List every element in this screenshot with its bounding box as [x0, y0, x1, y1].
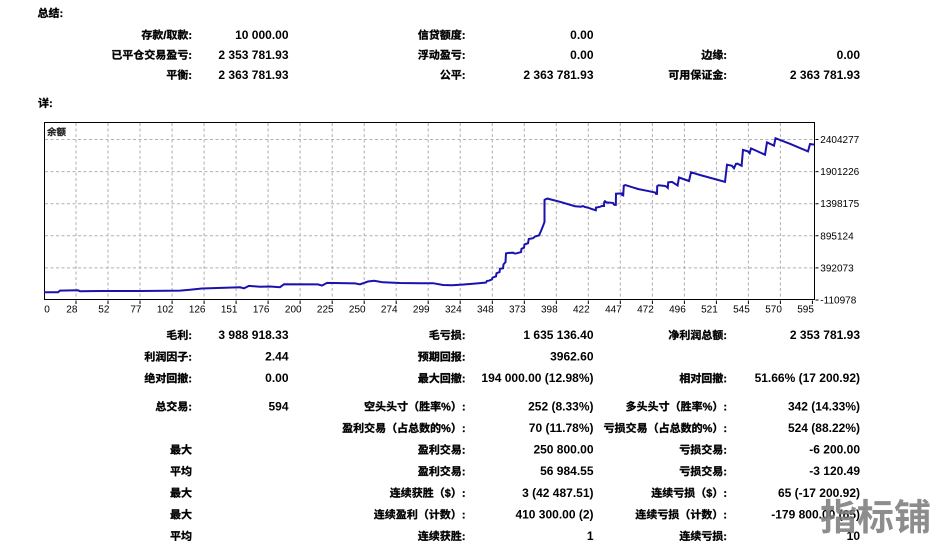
svg-text:250 800.00: 250 800.00	[533, 443, 593, 457]
svg-text:194 000.00 (12.98%): 194 000.00 (12.98%)	[481, 371, 593, 385]
svg-text:2.44: 2.44	[265, 350, 289, 364]
svg-text:545: 545	[733, 305, 750, 316]
svg-text:1398175: 1398175	[820, 199, 859, 210]
svg-text:1: 1	[587, 529, 594, 541]
svg-text:-3 120.49: -3 120.49	[809, 464, 860, 478]
svg-text:422: 422	[573, 305, 590, 316]
svg-text:274: 274	[381, 305, 398, 316]
svg-text:496: 496	[669, 305, 686, 316]
svg-text:521: 521	[701, 305, 718, 316]
svg-text:895124: 895124	[820, 231, 854, 242]
svg-text:28: 28	[66, 305, 78, 316]
svg-text:102: 102	[157, 305, 174, 316]
svg-text:51.66% (17 200.92): 51.66% (17 200.92)	[755, 371, 860, 385]
svg-text:2 363 781.93: 2 363 781.93	[523, 68, 593, 82]
svg-text:2404277: 2404277	[820, 135, 859, 146]
svg-text:-110978: -110978	[820, 296, 856, 307]
svg-text:2 363 781.93: 2 363 781.93	[790, 68, 860, 82]
svg-text:348: 348	[477, 305, 494, 316]
svg-text:447: 447	[605, 305, 622, 316]
svg-text:77: 77	[130, 305, 142, 316]
svg-text:594: 594	[268, 399, 288, 413]
svg-text:595: 595	[797, 305, 814, 316]
svg-text:570: 570	[765, 305, 782, 316]
svg-text:225: 225	[317, 305, 334, 316]
svg-text:299: 299	[413, 305, 430, 316]
svg-text:524 (88.22%): 524 (88.22%)	[788, 421, 860, 435]
svg-text:1901226: 1901226	[820, 167, 859, 178]
svg-text:-6 200.00: -6 200.00	[809, 443, 860, 457]
svg-text:0.00: 0.00	[570, 28, 594, 42]
svg-text:250: 250	[349, 305, 366, 316]
svg-text:2 353 781.93: 2 353 781.93	[790, 328, 860, 342]
svg-text:0.00: 0.00	[837, 48, 861, 62]
svg-text:176: 176	[253, 305, 270, 316]
svg-text:0: 0	[44, 305, 50, 316]
svg-text:373: 373	[509, 305, 526, 316]
svg-text:3 988 918.33: 3 988 918.33	[218, 328, 288, 342]
svg-text:2 363 781.93: 2 363 781.93	[218, 68, 288, 82]
svg-text:252 (8.33%): 252 (8.33%)	[528, 399, 593, 413]
svg-text:52: 52	[98, 305, 110, 316]
svg-text:3962.60: 3962.60	[550, 350, 594, 364]
svg-text:126: 126	[189, 305, 206, 316]
svg-text:324: 324	[445, 305, 462, 316]
svg-text:70 (11.78%): 70 (11.78%)	[529, 421, 594, 435]
svg-text:0.00: 0.00	[265, 371, 289, 385]
svg-text:56 984.55: 56 984.55	[540, 464, 594, 478]
svg-text:410 300.00 (2): 410 300.00 (2)	[515, 507, 593, 521]
svg-text:392073: 392073	[820, 263, 854, 274]
svg-text:398: 398	[541, 305, 558, 316]
svg-text:2 353 781.93: 2 353 781.93	[218, 48, 288, 62]
svg-text:200: 200	[285, 305, 302, 316]
svg-text:342 (14.33%): 342 (14.33%)	[788, 399, 860, 413]
svg-text:3 (42 487.51): 3 (42 487.51)	[522, 486, 593, 500]
svg-text:10 000.00: 10 000.00	[235, 28, 289, 42]
svg-text:65 (-17 200.92): 65 (-17 200.92)	[778, 486, 860, 500]
svg-text:472: 472	[637, 305, 654, 316]
svg-text:151: 151	[221, 305, 238, 316]
svg-text:1 635 136.40: 1 635 136.40	[523, 328, 593, 342]
svg-text:0.00: 0.00	[570, 48, 594, 62]
